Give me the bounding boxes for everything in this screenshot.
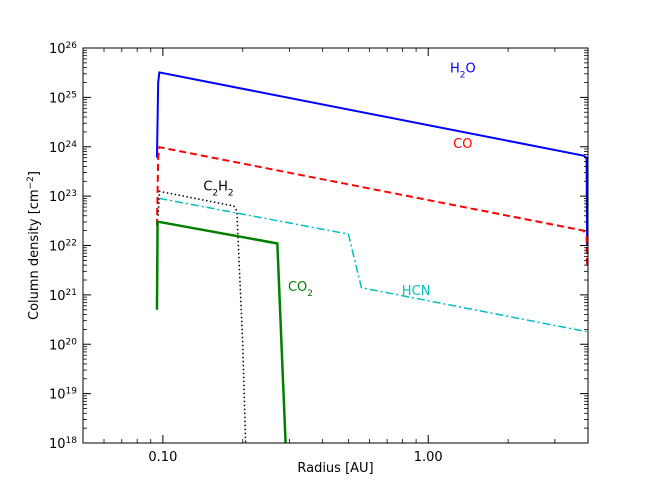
y-tick-label-exp: 26: [66, 41, 78, 51]
y-tick-label-exp: 19: [66, 387, 78, 397]
y-tick-label-base: 10: [49, 388, 66, 403]
series-label-sub2: 2: [228, 188, 234, 198]
series-label-c2h2: C2H2: [203, 179, 233, 198]
series-label-main: CO: [453, 137, 472, 152]
y-tick-label-exp: 18: [66, 436, 78, 446]
series-label-main: CO: [288, 280, 307, 295]
y-tick-label-22: 1022: [49, 239, 77, 255]
series-label-end: H: [218, 179, 228, 194]
y-tick-label-18: 1018: [49, 436, 77, 452]
series-line-hcn: [159, 197, 587, 333]
x-axis-label: Radius [AU]: [297, 461, 373, 476]
ticks-layer: 1018101910201021102210231024102510260.10…: [49, 41, 588, 465]
y-tick-label-base: 10: [49, 141, 66, 156]
x-tick-label: 0.10: [148, 450, 177, 465]
y-tick-label-20: 1020: [49, 337, 77, 353]
series-label-main: HCN: [402, 284, 431, 299]
y-axis-label-main: Column density [cm: [27, 189, 42, 320]
y-tick-label-24: 1024: [49, 140, 77, 156]
series-label-h2o: H2O: [450, 61, 476, 80]
y-tick-label-base: 10: [49, 42, 66, 57]
y-tick-label-exp: 23: [66, 189, 77, 199]
series-label-sub: 2: [212, 188, 218, 198]
y-tick-label-base: 10: [49, 289, 66, 304]
series-label-main: C: [203, 179, 212, 194]
series-line-co: [155, 145, 589, 266]
y-tick-label-25: 1025: [49, 90, 77, 106]
y-axis-label-sup: −2: [26, 176, 36, 189]
y-tick-label-base: 10: [49, 240, 66, 255]
plot-background: [83, 48, 588, 443]
y-axis-label: Column density [cm−2]: [26, 171, 42, 320]
y-tick-label-21: 1021: [49, 288, 77, 304]
y-tick-label-exp: 20: [66, 337, 78, 347]
x-tick-label: 1.00: [414, 450, 443, 465]
series-label-main: H: [450, 61, 460, 76]
y-tick-label-base: 10: [49, 190, 66, 205]
series-label-co2: CO2: [288, 280, 313, 299]
series-label-sub: 2: [307, 289, 313, 299]
y-axis-label-end: ]: [27, 171, 42, 176]
y-tick-label-exp: 21: [66, 288, 77, 298]
y-tick-label-exp: 22: [66, 239, 77, 249]
y-tick-label-23: 1023: [49, 189, 77, 205]
y-tick-label-19: 1019: [49, 387, 77, 403]
y-tick-label-exp: 25: [66, 90, 77, 100]
y-tick-label-exp: 24: [66, 140, 78, 150]
y-tick-label-base: 10: [49, 338, 66, 353]
series-label-co: CO: [453, 137, 472, 152]
series-line-c2h2: [157, 190, 247, 444]
y-tick-label-base: 10: [49, 437, 66, 452]
series-line-co2: [155, 220, 287, 444]
y-tick-label-base: 10: [49, 91, 66, 106]
series-label-hcn: HCN: [402, 284, 431, 299]
series-label-end: O: [465, 61, 475, 76]
series-label-sub: 2: [460, 70, 466, 80]
y-tick-label-26: 1026: [49, 41, 77, 57]
